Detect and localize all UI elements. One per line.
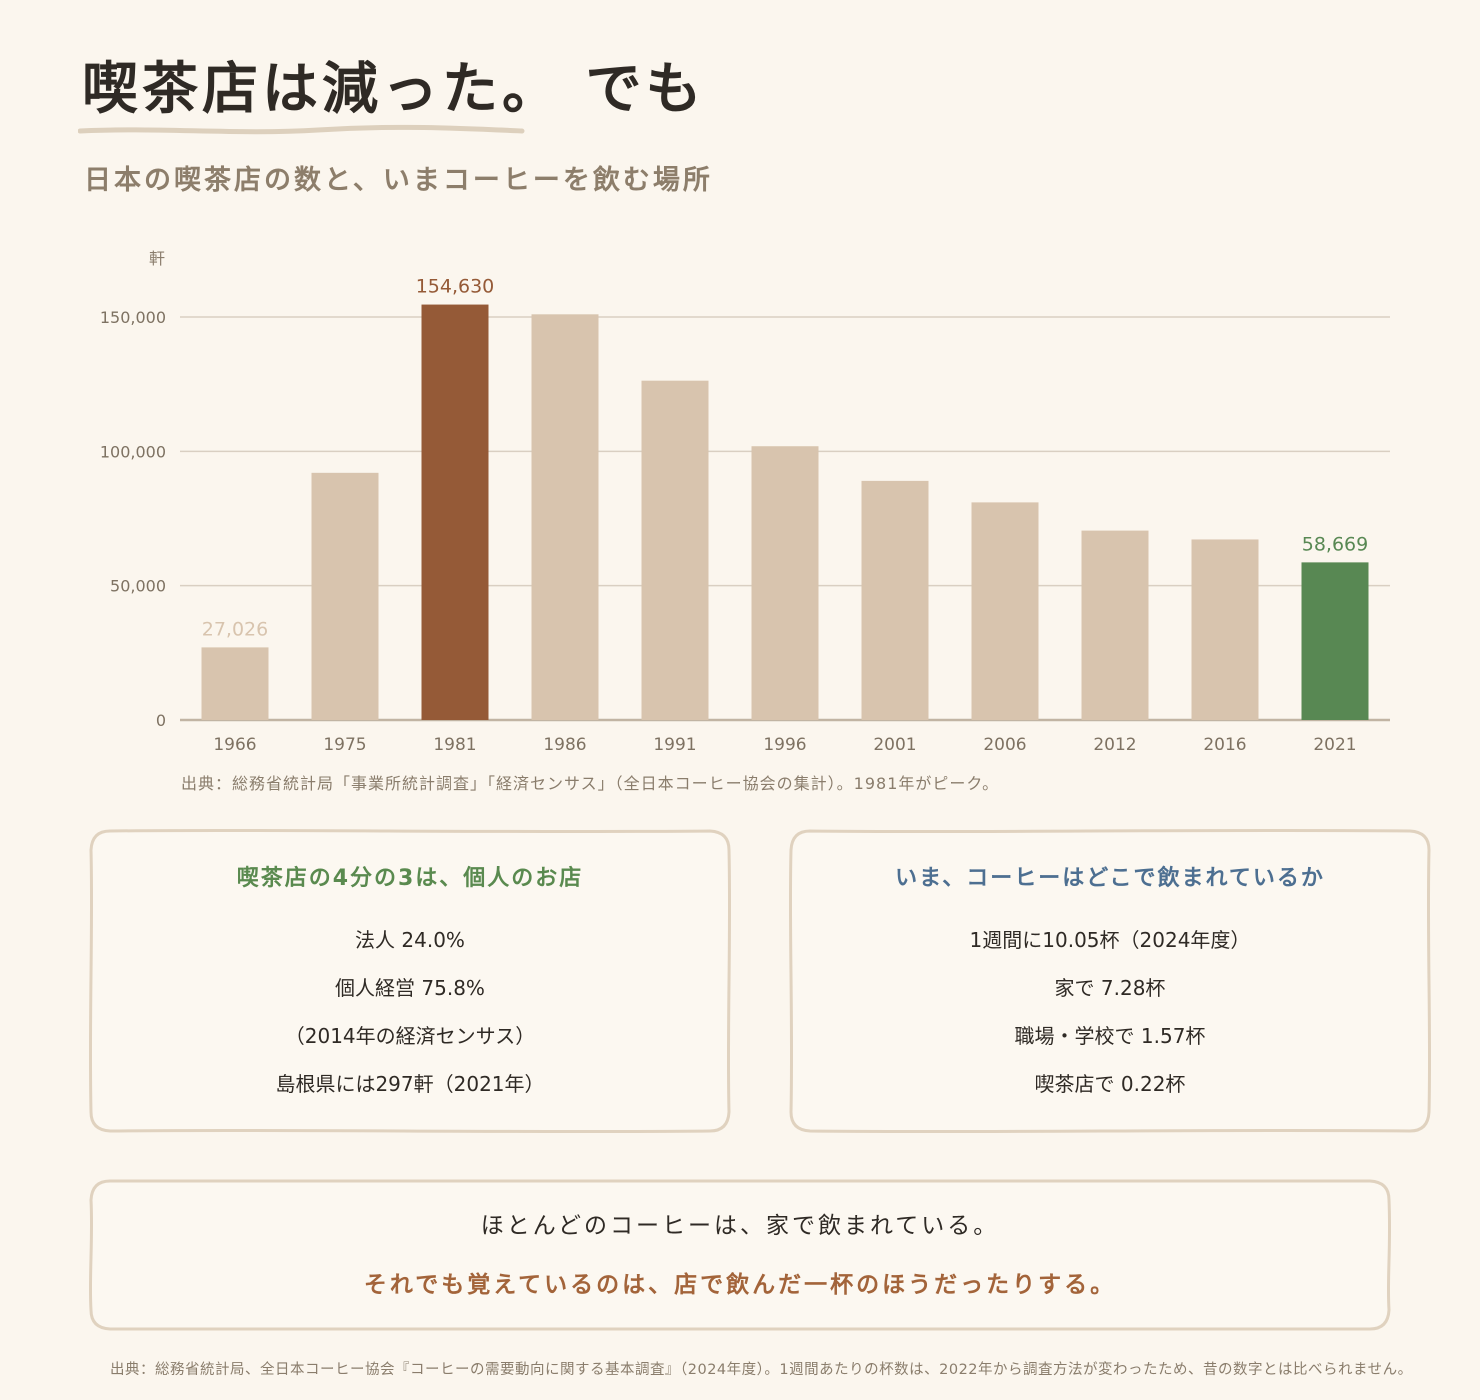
x-tick-label: 2016 bbox=[1203, 735, 1246, 755]
x-tick-label: 2012 bbox=[1093, 735, 1136, 755]
y-tick-label: 50,000 bbox=[110, 577, 166, 596]
card-title: 喫茶店の4分の3は、個人のお店 bbox=[236, 866, 584, 891]
card-shop-ownership: 喫茶店の4分の3は、個人のお店 法人 24.0% 個人経営 75.8% （201… bbox=[88, 828, 732, 1134]
page-title: 喫茶店は減った。 でも bbox=[82, 57, 706, 122]
x-tick-label: 2001 bbox=[873, 735, 916, 755]
card-frame bbox=[788, 828, 1432, 1134]
x-tick-label: 1996 bbox=[763, 735, 806, 755]
bar-1986 bbox=[531, 314, 599, 720]
page-subtitle: 日本の喫茶店の数と、いまコーヒーを飲む場所 bbox=[84, 165, 713, 196]
bar-1975 bbox=[311, 472, 379, 720]
footnote: 出典：総務省統計局、全日本コーヒー協会『コーヒーの需要動向に関する基本調査』（2… bbox=[110, 1362, 1413, 1378]
bar-1996 bbox=[751, 446, 819, 720]
data-label-2021: 58,669 bbox=[1302, 533, 1368, 555]
bar-chart: 軒 0 50,000 100,000 150,000 1966 27,026 1975 1981… bbox=[100, 249, 1390, 755]
bar-1966 bbox=[201, 647, 269, 720]
title-underline bbox=[78, 124, 525, 135]
x-tick-label: 1981 bbox=[433, 735, 476, 755]
conclusion-line-1: ほとんどのコーヒーは、家で飲まれている。 bbox=[480, 1213, 1000, 1239]
bar-2016 bbox=[1191, 539, 1259, 720]
bar-2021 bbox=[1301, 562, 1369, 720]
card-line-work-school: 職場・学校で 1.57杯 bbox=[1014, 1024, 1206, 1048]
card-line-home: 家で 7.28杯 bbox=[1054, 976, 1166, 1000]
card-frame bbox=[88, 828, 732, 1134]
bar-2001 bbox=[861, 480, 929, 720]
x-tick-label: 1966 bbox=[213, 735, 256, 755]
conclusion-frame bbox=[88, 1178, 1392, 1332]
conclusion-box: ほとんどのコーヒーは、家で飲まれている。 それでも覚えているのは、店で飲んだ一杯… bbox=[88, 1178, 1392, 1332]
card-lines: 1週間に10.05杯（2024年度） 家で 7.28杯 職場・学校で 1.57杯… bbox=[788, 926, 1432, 1118]
x-tick-label: 1986 bbox=[543, 735, 586, 755]
y-axis-unit-label: 軒 bbox=[149, 249, 165, 268]
y-tick-label: 100,000 bbox=[100, 442, 166, 461]
card-line-shimane: 島根県には297軒（2021年） bbox=[275, 1072, 545, 1096]
card-title: いま、コーヒーはどこで飲まれているか bbox=[895, 866, 1325, 891]
y-tick-label: 150,000 bbox=[100, 308, 166, 327]
bar-1991 bbox=[641, 380, 709, 720]
bar-2012 bbox=[1081, 530, 1149, 720]
card-where-coffee: いま、コーヒーはどこで飲まれているか 1週間に10.05杯（2024年度） 家で… bbox=[788, 828, 1432, 1134]
x-tick-label: 2006 bbox=[983, 735, 1026, 755]
x-tick-label: 2021 bbox=[1313, 735, 1356, 755]
x-tick-label: 1991 bbox=[653, 735, 696, 755]
card-line-census-note: （2014年の経済センサス） bbox=[284, 1024, 536, 1048]
x-tick-label: 1975 bbox=[323, 735, 366, 755]
card-line-cafe: 喫茶店で 0.22杯 bbox=[1034, 1072, 1186, 1096]
card-line-individual: 個人経営 75.8% bbox=[335, 976, 485, 1000]
card-line-corporate: 法人 24.0% bbox=[355, 928, 465, 952]
data-label-1981: 154,630 bbox=[416, 276, 495, 298]
chart-source-note: 出典：総務省統計局「事業所統計調査」「経済センサス」（全日本コーヒー協会の集計）… bbox=[181, 774, 1000, 793]
card-lines: 法人 24.0% 個人経営 75.8% （2014年の経済センサス） 島根県には… bbox=[88, 926, 732, 1118]
conclusion-line-2: それでも覚えているのは、店で飲んだ一杯のほうだったりする。 bbox=[363, 1272, 1117, 1298]
bar-2006 bbox=[971, 502, 1039, 720]
data-label-1966: 27,026 bbox=[202, 618, 268, 640]
card-line-weekly-cups: 1週間に10.05杯（2024年度） bbox=[969, 928, 1251, 952]
y-tick-label: 0 bbox=[156, 711, 166, 730]
bar-1981 bbox=[421, 304, 489, 720]
